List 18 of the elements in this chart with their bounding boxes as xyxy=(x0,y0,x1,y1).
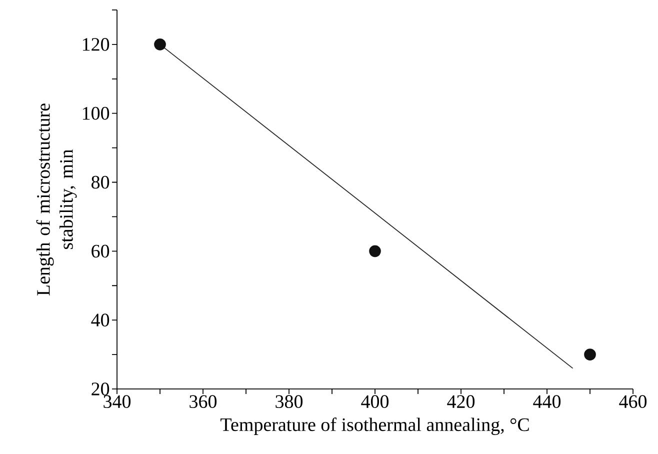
x-tick-label: 460 xyxy=(619,395,647,408)
y-tick-label: 80 xyxy=(92,176,110,189)
x-axis-title: Temperature of isothermal annealing, °C xyxy=(220,418,529,436)
x-tick-label: 440 xyxy=(533,395,561,408)
x-tick-label: 360 xyxy=(190,395,217,408)
y-tick-label: 60 xyxy=(92,244,110,258)
x-tick-label: 420 xyxy=(447,395,475,408)
x-tick-label: 340 xyxy=(104,395,131,408)
point xyxy=(369,245,381,258)
y-tick-label: 20 xyxy=(92,382,110,396)
y-tick-label: 100 xyxy=(82,106,110,120)
point xyxy=(584,348,596,360)
x-tick-label: 380 xyxy=(276,395,303,408)
y-tick-label: 120 xyxy=(82,38,110,51)
point xyxy=(154,38,166,50)
y-axis-title: Length of microstructure stability, min xyxy=(36,104,77,296)
x-tick-label: 400 xyxy=(361,395,389,408)
y-tick-label: 40 xyxy=(91,314,110,326)
